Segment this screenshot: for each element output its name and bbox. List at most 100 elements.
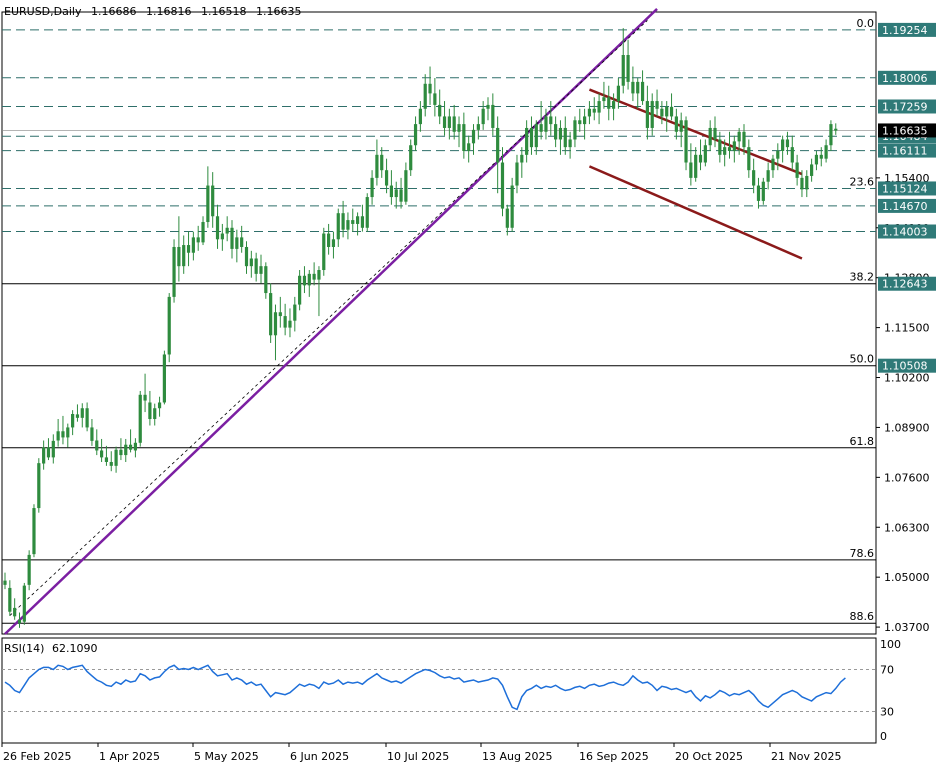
candle-body [747,147,751,171]
candle-body [834,128,838,131]
price-level-tag-label: 1.14003 [882,226,928,239]
candle-body [515,162,519,186]
candle-body [413,124,418,146]
candle-body [761,181,765,201]
candle-body [539,124,543,132]
candle-body [409,145,413,171]
candle-body [742,131,746,148]
candle-body [100,450,104,458]
candle-body [766,170,770,182]
candle-body [42,447,46,464]
dashed-trendline [9,20,648,616]
candle-body [269,293,273,336]
candle-body [360,216,365,228]
price-panel-border [1,11,877,635]
candle-body [201,222,205,243]
candle-body [418,108,422,125]
price-tick-label: 1.05000 [884,571,930,584]
candle-body [114,449,118,466]
candle-body [597,101,601,113]
price-level-tag [878,143,936,158]
candle-body [191,237,195,253]
candle-body [476,124,480,130]
candle-body [283,316,287,328]
candle-body [592,108,596,113]
candle-body [346,220,350,230]
candle-body [56,431,60,441]
candle-body [727,147,732,151]
plot-frame [1,11,877,744]
candle-body [573,120,577,140]
candle-body [95,440,99,451]
open-value: 1.16686 [90,5,137,18]
candle-body [544,116,548,132]
candle-body [684,120,688,163]
candle-body [800,177,804,190]
candle-body [665,106,669,117]
candle-body [331,239,336,247]
candle-body [795,162,799,178]
candle-body [71,413,75,428]
time-tick-label: 1 Apr 2025 [99,750,160,763]
candle-body [153,408,157,419]
candle-body [394,189,398,198]
candle-body [776,150,780,159]
candle-body [355,216,360,224]
time-tick-label: 21 Nov 2025 [771,750,841,763]
candle-body [278,312,282,317]
fib-level-label: 23.6 [850,175,875,188]
candle-body [616,85,621,102]
time-tick-label: 13 Aug 2025 [482,750,552,763]
candle-body [27,554,31,585]
candle-body [563,127,567,148]
candle-body [790,147,794,163]
trendlines [4,8,803,635]
candle-body [602,97,606,102]
price-level-tag [878,276,936,291]
price-level-tag-label: 1.10508 [882,360,928,373]
chart-header: EURUSD,Daily 1.16686 1.16816 1.16518 1.1… [4,5,307,18]
candle-body [636,81,640,94]
candle-body [452,116,456,132]
fib-level-label: 61.8 [850,435,875,448]
candle-body [32,508,36,555]
time-tick-label: 20 Oct 2025 [675,750,743,763]
candle-body [293,304,297,321]
candle-body [51,440,55,458]
candle-body [810,164,814,176]
price-level-tag-label: 1.18006 [882,72,928,85]
candle-body [133,442,138,451]
candle-body [104,457,109,462]
rsi-tick-label: 0 [880,730,887,743]
candle-body [756,185,761,201]
candle-body [447,116,451,128]
price-level-tag-label: 1.16111 [882,145,928,158]
candle-body [423,83,427,109]
candle-body [491,104,495,128]
price-level-tag [878,198,936,213]
candle-body [587,108,592,117]
price-level-tag [878,70,936,85]
candles [3,28,838,628]
price-level-tag [878,224,936,239]
candle-body [365,197,369,228]
candle-body [351,220,355,224]
price-tags: 1.192541.180061.172591.164841.161111.151… [878,22,936,373]
candle-body [626,55,630,82]
candle-body [640,81,645,102]
close-value: 1.16635 [255,5,302,18]
candle-body [428,83,432,94]
candle-body [442,116,447,128]
candle-body [90,427,94,441]
candle-body [3,580,7,585]
candle-body [128,444,133,450]
candle-body [554,124,558,140]
price-tick-label: 1.11500 [884,322,930,335]
candle-body [520,154,524,163]
candle-body [13,607,17,617]
candle-body [698,154,703,163]
rsi-header: RSI(14) 62.1090 [4,642,101,655]
current-price-tag [878,123,936,138]
candle-body [143,394,147,401]
candle-body [534,124,538,148]
